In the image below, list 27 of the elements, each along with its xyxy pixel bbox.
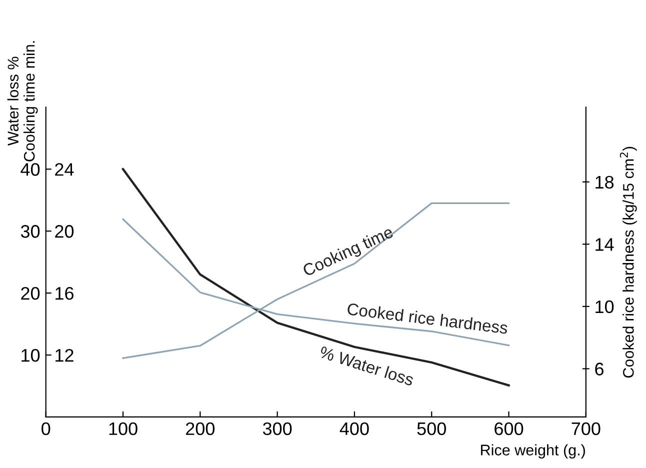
- line-series: [122, 168, 510, 386]
- y2-tick-label: 10: [596, 300, 614, 314]
- x-tick-label: 600: [494, 422, 524, 436]
- y-tick-label: 40: [20, 163, 40, 176]
- y2-tick-label: 6: [595, 362, 604, 376]
- text: % Water loss: [318, 346, 415, 386]
- y3-tick-label: 12: [56, 348, 74, 362]
- x-tick-label: 300: [262, 422, 292, 436]
- y-axis-title: Water loss %: [7, 56, 19, 146]
- x-axis-title: Rice weight (g.): [481, 444, 585, 458]
- x-tick-label: 100: [109, 422, 138, 436]
- x-tick-label: 0: [42, 422, 50, 436]
- y-tick-label: 10: [22, 348, 40, 362]
- x-tick-label: 700: [572, 422, 600, 436]
- y2-tick-label: 14: [596, 238, 614, 251]
- y3-axis-title: Cooking time min.: [24, 41, 38, 162]
- x-tick-label: 500: [417, 422, 446, 436]
- x-tick-label: 400: [340, 422, 369, 436]
- text: Cooked rice hardness: [347, 302, 508, 334]
- y3-tick-label: 20: [55, 225, 74, 238]
- y2-tick-label: 18: [596, 176, 614, 189]
- x-tick-label: 200: [186, 422, 215, 436]
- y3-tick-label: 16: [56, 286, 74, 300]
- y2-axis-title: Cooked rice hardness (kg/15 cm$^{2}$): [620, 146, 637, 378]
- y-tick-label: 20: [21, 286, 40, 300]
- y-tick-label: 30: [20, 225, 40, 238]
- y3-tick-label: 24: [55, 163, 74, 176]
